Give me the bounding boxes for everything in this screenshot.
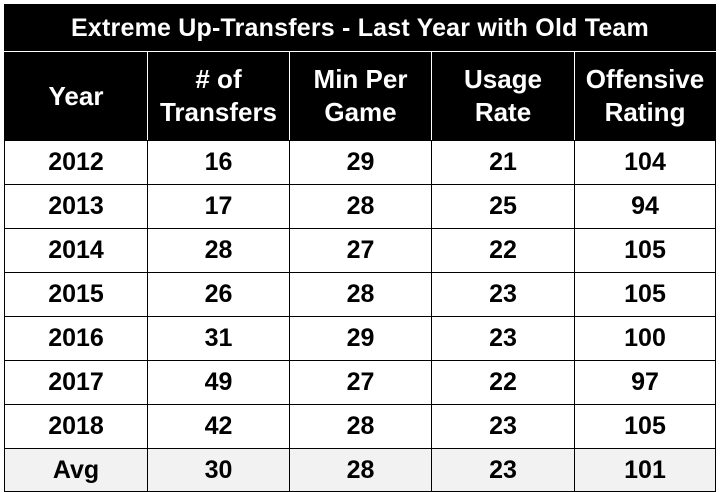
cell-offensive-rating: 105	[573, 272, 717, 317]
cell-transfers: 26	[147, 272, 290, 317]
cell-transfers: 16	[147, 140, 290, 185]
cell-avg-transfers: 30	[147, 448, 290, 492]
header-min-per-game-line2: Game	[324, 97, 397, 127]
cell-usage-rate: 21	[431, 140, 575, 185]
cell-transfers: 49	[147, 360, 290, 405]
header-num-transfers: # of Transfers	[147, 51, 290, 141]
cell-year: 2014	[4, 228, 148, 273]
average-row: Avg 30 28 23 101	[4, 448, 717, 492]
table-row: 2012 16 29 21 104	[4, 140, 717, 185]
cell-offensive-rating: 97	[573, 360, 717, 405]
cell-transfers: 17	[147, 184, 290, 229]
cell-min-per-game: 29	[289, 316, 432, 361]
transfers-table-container: Extreme Up-Transfers - Last Year with Ol…	[3, 4, 717, 492]
cell-min-per-game: 27	[289, 228, 432, 273]
cell-offensive-rating: 94	[573, 184, 717, 229]
header-num-transfers-line1: # of	[195, 64, 242, 94]
table-title: Extreme Up-Transfers - Last Year with Ol…	[3, 4, 717, 52]
table-row: 2015 26 28 23 105	[4, 272, 717, 317]
cell-usage-rate: 22	[431, 360, 575, 405]
cell-usage-rate: 22	[431, 228, 575, 273]
table-row: 2018 42 28 23 105	[4, 404, 717, 449]
table-row: 2013 17 28 25 94	[4, 184, 717, 229]
column-header-row: Year # of Transfers Min Per Game Usage R…	[4, 51, 717, 141]
cell-usage-rate: 25	[431, 184, 575, 229]
cell-offensive-rating: 105	[573, 228, 717, 273]
header-offensive-rating-line1: Offensive	[585, 64, 705, 94]
cell-avg-offensive-rating: 101	[573, 448, 717, 492]
cell-transfers: 42	[147, 404, 290, 449]
cell-year: 2017	[4, 360, 148, 405]
cell-year: 2013	[4, 184, 148, 229]
cell-avg-min-per-game: 28	[289, 448, 432, 492]
cell-avg-usage-rate: 23	[431, 448, 575, 492]
cell-year: 2015	[4, 272, 148, 317]
cell-min-per-game: 28	[289, 272, 432, 317]
cell-min-per-game: 29	[289, 140, 432, 185]
cell-offensive-rating: 104	[573, 140, 717, 185]
cell-offensive-rating: 105	[573, 404, 717, 449]
cell-year: 2018	[4, 404, 148, 449]
cell-min-per-game: 28	[289, 184, 432, 229]
cell-usage-rate: 23	[431, 272, 575, 317]
header-num-transfers-line2: Transfers	[159, 97, 278, 127]
cell-transfers: 28	[147, 228, 290, 273]
cell-usage-rate: 23	[431, 316, 575, 361]
cell-transfers: 31	[147, 316, 290, 361]
cell-min-per-game: 28	[289, 404, 432, 449]
header-offensive-rating-line2: Rating	[604, 97, 686, 127]
header-offensive-rating: Offensive Rating	[573, 51, 717, 141]
header-usage-rate-line2: Rate	[474, 97, 532, 127]
header-year-line1: Year	[48, 80, 104, 111]
table-row: 2014 28 27 22 105	[4, 228, 717, 273]
header-year: Year	[4, 51, 148, 141]
cell-year: 2016	[4, 316, 148, 361]
table-row: 2017 49 27 22 97	[4, 360, 717, 405]
cell-avg-label: Avg	[4, 448, 148, 492]
table-row: 2016 31 29 23 100	[4, 316, 717, 361]
cell-offensive-rating: 100	[573, 316, 717, 361]
cell-min-per-game: 27	[289, 360, 432, 405]
transfers-table: Extreme Up-Transfers - Last Year with Ol…	[3, 4, 717, 492]
cell-year: 2012	[4, 140, 148, 185]
header-min-per-game: Min Per Game	[289, 51, 432, 141]
header-usage-rate-line1: Usage	[463, 64, 543, 94]
cell-usage-rate: 23	[431, 404, 575, 449]
header-min-per-game-line1: Min Per	[313, 64, 408, 94]
header-usage-rate: Usage Rate	[431, 51, 575, 141]
table-title-row: Extreme Up-Transfers - Last Year with Ol…	[3, 4, 717, 52]
